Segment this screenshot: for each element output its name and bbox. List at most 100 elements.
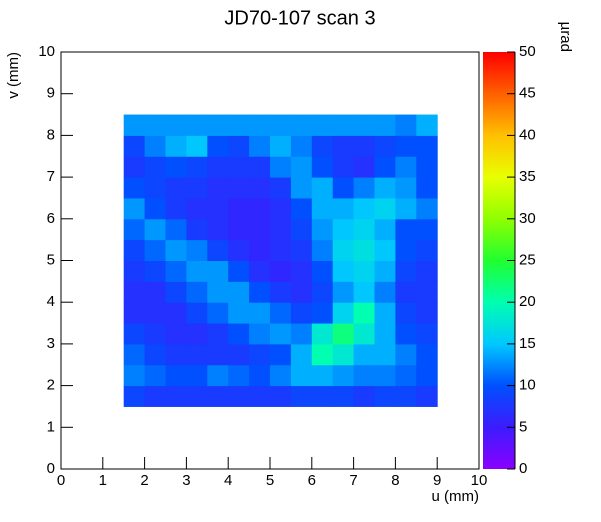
y-tick-label: 2	[47, 377, 55, 394]
heat-cell	[186, 385, 208, 407]
heat-cell	[228, 156, 250, 178]
heat-cell	[123, 364, 146, 387]
x-axis-label: u (mm)	[432, 488, 480, 505]
heat-cell	[144, 260, 166, 282]
y-tick-label: 7	[47, 168, 55, 185]
heat-cell	[186, 135, 208, 157]
heat-cell	[249, 239, 271, 261]
heat-cell	[270, 135, 292, 157]
heat-cell	[395, 177, 417, 199]
z-axis-label: µrad	[557, 22, 574, 52]
heat-cell	[228, 239, 250, 261]
z-tick-label: 20	[519, 293, 536, 310]
x-tick-label: 9	[433, 472, 441, 489]
y-tick-label: 1	[47, 418, 55, 435]
heat-cell	[395, 114, 417, 136]
heat-cell	[123, 385, 146, 407]
heat-cell	[123, 302, 146, 324]
heat-cell	[311, 135, 334, 157]
heat-cell	[416, 135, 438, 157]
x-tick-label: 0	[57, 472, 65, 489]
heat-cell	[186, 260, 208, 282]
heat-cell	[374, 156, 396, 178]
heat-cell	[416, 364, 438, 387]
heat-cell	[228, 385, 250, 407]
heat-cell	[374, 218, 396, 241]
heat-cell	[353, 239, 375, 261]
heat-cell	[290, 156, 313, 178]
heat-cell	[311, 156, 334, 178]
heat-cell	[123, 323, 146, 345]
heat-cell	[123, 281, 146, 303]
heat-cell	[207, 156, 229, 178]
x-tick-label: 8	[391, 472, 399, 489]
heat-cell	[416, 323, 438, 345]
heat-cell	[332, 218, 355, 241]
heat-cell	[144, 302, 166, 324]
heat-cell	[332, 177, 355, 199]
z-tick-label: 35	[519, 168, 536, 185]
heat-cell	[144, 218, 166, 241]
heat-cell	[374, 385, 396, 407]
heat-cell	[228, 197, 250, 220]
heat-cell	[123, 218, 146, 241]
heat-cell	[270, 156, 292, 178]
heat-cell	[123, 260, 146, 282]
heat-cell	[249, 135, 271, 157]
heat-cell	[353, 260, 375, 282]
heat-cell	[123, 135, 146, 157]
y-tick-label: 4	[47, 293, 55, 310]
heat-cell	[290, 177, 313, 199]
heat-cell	[311, 197, 334, 220]
heat-cell	[228, 260, 250, 282]
heat-cell	[249, 323, 271, 345]
heat-cell	[374, 281, 396, 303]
heat-cell	[144, 385, 166, 407]
heat-cell	[165, 114, 187, 136]
heat-cell	[228, 114, 250, 136]
heat-cell	[144, 156, 166, 178]
heat-cell	[207, 260, 229, 282]
heat-cell	[311, 364, 334, 387]
heat-cell	[249, 385, 271, 407]
heat-cell	[374, 260, 396, 282]
heat-cell	[332, 135, 355, 157]
heat-cell	[374, 135, 396, 157]
heat-cell	[270, 260, 292, 282]
heat-cell	[290, 364, 313, 387]
heat-cell	[353, 385, 375, 407]
heat-cell	[290, 135, 313, 157]
heat-cell	[249, 260, 271, 282]
heat-cell	[123, 177, 146, 199]
heat-cell	[395, 218, 417, 241]
heat-cell	[270, 385, 292, 407]
heat-cell	[186, 323, 208, 345]
z-tick-label: 45	[519, 85, 536, 102]
y-tick-label: 3	[47, 335, 55, 352]
heat-cell	[165, 343, 187, 366]
heat-cell	[311, 323, 334, 345]
heat-cell	[165, 302, 187, 324]
heat-cell	[186, 239, 208, 261]
heat-cell	[374, 239, 396, 261]
heat-cell	[165, 197, 187, 220]
heat-cell	[270, 281, 292, 303]
heat-cell	[395, 281, 417, 303]
heat-cell	[416, 177, 438, 199]
heat-cell	[395, 156, 417, 178]
heat-cell	[416, 218, 438, 241]
heat-cell	[311, 385, 334, 407]
heat-cell	[395, 364, 417, 387]
heat-cell	[353, 114, 375, 136]
z-tick-label: 15	[519, 335, 536, 352]
heat-cell	[165, 135, 187, 157]
z-tick-label: 30	[519, 210, 536, 227]
heat-cell	[123, 156, 146, 178]
heat-cell	[416, 156, 438, 178]
heat-cell	[353, 177, 375, 199]
heat-cell	[186, 114, 208, 136]
heat-cell	[290, 281, 313, 303]
heat-cell	[249, 343, 271, 366]
